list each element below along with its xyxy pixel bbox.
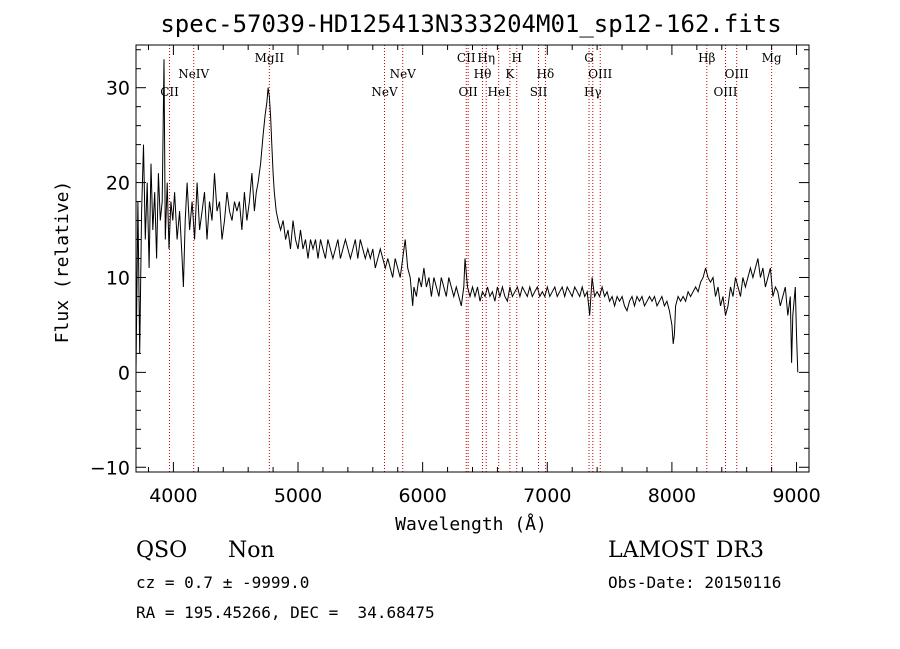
line-marker-label: HeI [488, 85, 511, 99]
tick-label: 5000 [274, 485, 322, 507]
tick-label: 0 [118, 362, 130, 384]
x-axis-label: Wavelength (Å) [395, 513, 547, 535]
spectrum-line [135, 59, 799, 373]
axis-ticks: 4000 5000 6000 7000 8000 9000 −10 0 10 20 30 [90, 45, 821, 507]
tick-label: 30 [106, 78, 130, 100]
line-marker-label: NeV [371, 85, 398, 99]
tick-label: 8000 [648, 485, 696, 507]
tick-label: 10 [106, 267, 130, 289]
chart-title: spec-57039-HD125413N333204M01_sp12-162.f… [160, 10, 781, 38]
line-marker-label: MgII [255, 51, 285, 65]
line-marker-label: G [584, 51, 594, 65]
tick-label: 20 [106, 173, 130, 195]
line-marker-label: NeV [390, 67, 417, 81]
tick-label: 6000 [398, 485, 446, 507]
survey-name: LAMOST DR3 [608, 538, 764, 563]
redshift-cz: cz = 0.7 ± -9999.0 [136, 573, 310, 592]
line-marker-label: Hδ [537, 67, 555, 81]
tick-label: 9000 [772, 485, 820, 507]
plot-frame [135, 44, 810, 473]
line-marker-label: OIII [588, 67, 612, 81]
line-marker-label: NeIV [178, 67, 209, 81]
line-marker-label: Hβ [698, 51, 715, 65]
line-marker-labels: CII NeIV MgII NeV NeV CII OII Hθ Hη HeI KH SII Hδ G Hγ… [160, 51, 782, 99]
tick-label: −10 [90, 457, 130, 479]
line-marker-label: CII [160, 85, 179, 99]
tick-label: 7000 [523, 485, 571, 507]
line-marker-label: OIII [713, 85, 737, 99]
line-marker-label: Mg [762, 51, 782, 65]
object-subclass: Non [228, 538, 275, 563]
line-marker-label: Hθ [474, 67, 492, 81]
line-marker-label: OII [458, 85, 478, 99]
line-marker-label: Hγ [584, 85, 602, 99]
coordinates: RA = 195.45266, DEC = 34.68475 [136, 603, 435, 622]
line-markers [169, 45, 773, 472]
line-marker-label: OIII [725, 67, 749, 81]
line-marker-label: K [505, 67, 515, 81]
line-marker-label: SII [530, 85, 548, 99]
object-class: QSO [136, 538, 188, 563]
line-marker-label: CII [457, 51, 476, 65]
line-marker-label: Hη [477, 51, 495, 65]
obs-date: Obs-Date: 20150116 [608, 573, 782, 592]
line-marker-label: H [512, 51, 522, 65]
y-axis-label: Flux (relative) [52, 181, 73, 344]
tick-label: 4000 [149, 485, 197, 507]
